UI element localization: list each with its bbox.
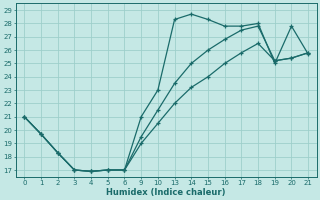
X-axis label: Humidex (Indice chaleur): Humidex (Indice chaleur) — [107, 188, 226, 197]
